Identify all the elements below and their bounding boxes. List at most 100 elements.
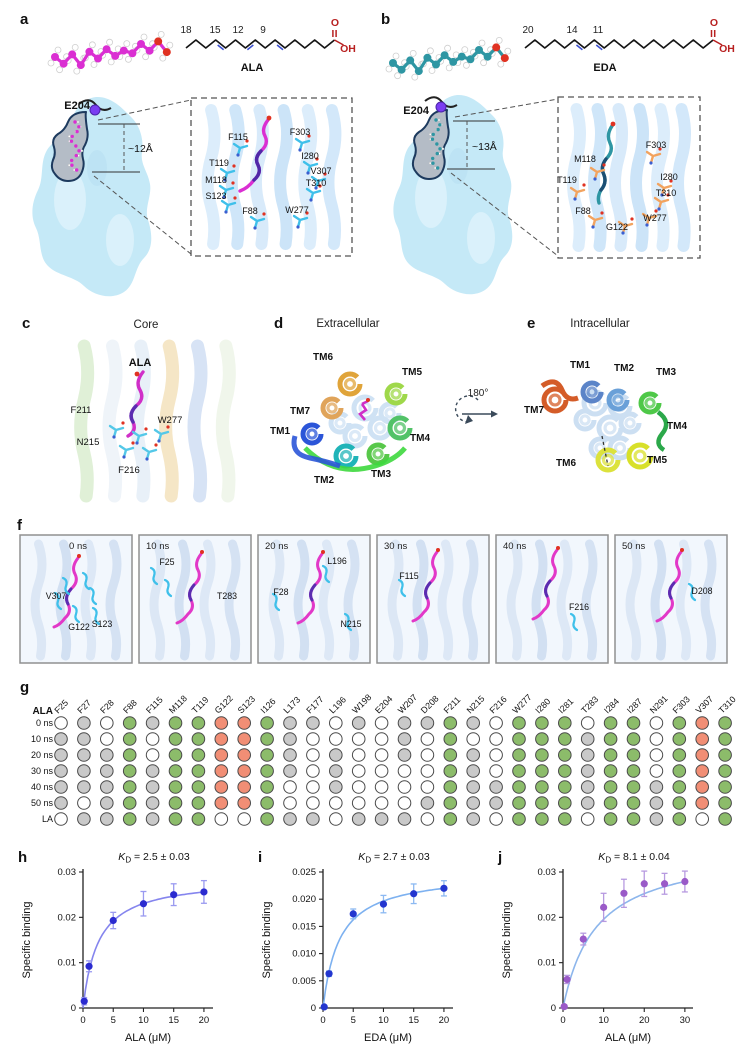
contact-dot — [54, 780, 68, 794]
kd-value: KD = 2.5 ± 0.03 — [118, 851, 190, 865]
tm-label: TM7 — [290, 406, 310, 417]
contact-dot — [512, 748, 526, 762]
data-point — [440, 884, 448, 892]
contact-dot — [329, 780, 343, 794]
contact-dot — [77, 764, 91, 778]
panel-letter-a: a — [20, 11, 29, 28]
data-point — [170, 891, 178, 899]
x-tick-label: 5 — [351, 1015, 356, 1026]
contact-dot — [397, 732, 412, 746]
x-tick-label: 10 — [378, 1015, 389, 1026]
residue-label: F303 — [646, 140, 667, 150]
data-point — [620, 889, 628, 897]
contact-dot — [77, 796, 91, 810]
contact-dot — [649, 764, 664, 778]
panel-h-binding-chart: 0 5 10 15 20 0 0.01 0.02 0.03 ALA (μM) Specific bi… — [18, 849, 213, 1044]
x-tick-label: 5 — [111, 1015, 116, 1026]
contact-dot — [283, 764, 297, 778]
contact-dot — [672, 764, 687, 778]
contact-dot — [54, 796, 68, 810]
residue-label: W277 — [285, 205, 309, 215]
contact-dot — [214, 812, 229, 826]
panel-letter-j: j — [497, 849, 502, 866]
tm-label: TM1 — [270, 426, 290, 437]
carboxyl-oh-label: OH — [340, 43, 356, 55]
residue-col-label: E204 — [373, 694, 395, 716]
residue-label: F115 — [228, 132, 248, 142]
data-point — [410, 890, 418, 898]
contact-dot — [191, 716, 206, 730]
x-tick-label: 20 — [439, 1015, 450, 1026]
panel-i-binding-chart: 0 5 10 15 20 0 0.005 0.010 0.015 0.020 0.025 EDA (μ… — [258, 849, 453, 1044]
frame-time-label: 10 ns — [146, 541, 169, 552]
contact-dot — [626, 748, 641, 762]
y-tick-label: 0.03 — [538, 867, 557, 878]
x-tick-label: 0 — [320, 1015, 325, 1026]
chain-number: 9 — [260, 25, 266, 36]
contact-dot — [672, 780, 687, 794]
residue-label: V307 — [310, 166, 331, 176]
x-tick-label: 15 — [408, 1015, 419, 1026]
contact-dot — [466, 732, 481, 746]
contact-dot — [718, 796, 732, 810]
contact-dot — [122, 716, 137, 730]
contact-dot — [512, 732, 526, 746]
panel-letter-c: c — [22, 315, 30, 332]
contact-row-label: 20 ns — [31, 750, 54, 760]
residue-col-label: M118 — [167, 693, 189, 715]
kd-value: KD = 2.7 ± 0.03 — [358, 851, 430, 865]
contact-dot — [672, 812, 687, 826]
contact-dot — [168, 748, 183, 762]
contact-dot — [168, 796, 183, 810]
contact-dot — [535, 812, 549, 826]
contact-dot — [695, 812, 710, 826]
contact-dot — [649, 732, 664, 746]
residue-label: T119 — [557, 175, 577, 185]
contact-dot — [237, 748, 251, 762]
contact-dot — [535, 716, 549, 730]
residue-label: T283 — [217, 591, 237, 601]
contact-dot — [512, 796, 526, 810]
contact-dot — [397, 764, 412, 778]
contact-dot — [100, 716, 114, 730]
residue-label: I280 — [301, 151, 319, 161]
contact-dot — [420, 780, 435, 794]
panel-j-binding-chart: 0 10 20 30 0 0.01 0.02 0.03 ALA (μM) Specific bin… — [497, 849, 693, 1044]
contact-dot — [649, 812, 664, 826]
data-point — [139, 900, 148, 908]
residue-label: D208 — [691, 586, 712, 596]
contact-dot — [122, 780, 137, 794]
contact-dot — [122, 796, 137, 810]
contact-dot — [558, 796, 572, 810]
contact-dot — [351, 716, 366, 730]
contact-dot — [214, 780, 229, 794]
data-point — [109, 916, 117, 925]
y-tick-label: 0.02 — [538, 912, 557, 923]
contact-dot — [512, 812, 526, 826]
residue-col-label: T119 — [190, 695, 211, 716]
contact-dot — [77, 812, 91, 826]
contact-row-label: 40 ns — [31, 782, 54, 792]
contact-dot — [718, 812, 732, 826]
contact-dot — [145, 764, 160, 778]
carboxyl-o-label: O — [331, 17, 339, 29]
contact-dot — [237, 716, 251, 730]
contact-dot — [466, 780, 481, 794]
contact-dot — [145, 732, 160, 746]
residue-col-label: L196 — [327, 694, 348, 715]
contact-dot — [489, 780, 503, 794]
y-tick-label: 0.03 — [58, 867, 77, 878]
chain-number: 18 — [180, 25, 192, 36]
y-tick-label: 0.02 — [58, 912, 77, 923]
contact-dot — [672, 748, 687, 762]
contact-dot — [397, 748, 412, 762]
contact-dot — [329, 716, 343, 730]
residue-label: T310 — [656, 188, 677, 198]
contact-dot — [672, 796, 687, 810]
contact-dot — [283, 796, 297, 810]
contact-dot — [580, 812, 595, 826]
residue-col-label: F177 — [304, 694, 325, 715]
residue-label: G122 — [68, 622, 90, 632]
contact-dot — [374, 732, 389, 746]
site-label-e204: E204 — [403, 105, 430, 117]
